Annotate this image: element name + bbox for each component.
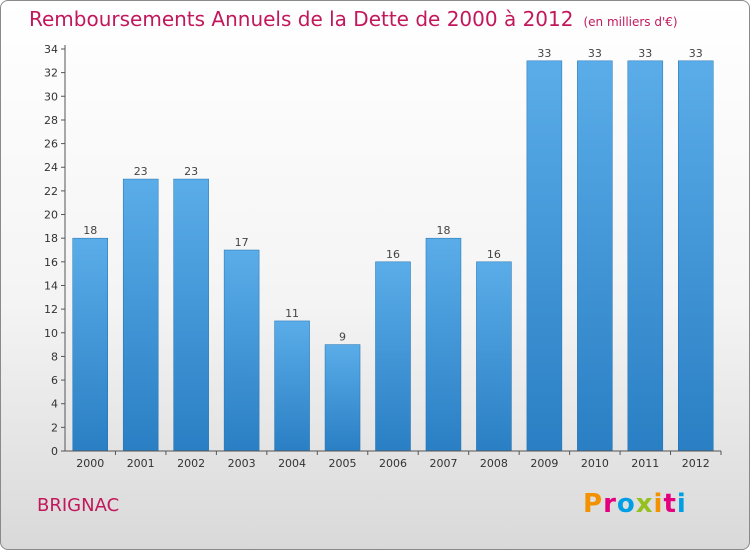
y-tick-label: 28 [44, 114, 58, 127]
x-tick-label: 2006 [379, 457, 407, 470]
x-tick-label: 2007 [429, 457, 457, 470]
x-tick-label: 2011 [631, 457, 659, 470]
y-tick-label: 34 [44, 43, 58, 56]
logo-letter: o [616, 489, 636, 519]
value-label-2007: 18 [436, 224, 450, 237]
value-label-2004: 11 [285, 307, 299, 320]
y-tick-label: 12 [44, 303, 58, 316]
y-tick-label: 8 [51, 350, 58, 363]
value-label-2009: 33 [537, 47, 551, 60]
title-text: Remboursements Annuels de la Dette de 20… [29, 7, 574, 31]
y-tick-label: 20 [44, 209, 58, 222]
y-tick-label: 24 [44, 161, 58, 174]
city-name: BRIGNAC [37, 495, 120, 516]
y-tick-label: 4 [51, 398, 58, 411]
y-tick-label: 22 [44, 185, 58, 198]
bar-2005 [324, 344, 361, 452]
bar-2011 [627, 60, 664, 452]
value-label-2012: 33 [689, 47, 703, 60]
x-tick-label: 2001 [127, 457, 155, 470]
axes-group: 2000 2001 2002 2003 2004 2005 2006 2007 2008 2009… [44, 43, 722, 470]
x-tick-label: 2003 [228, 457, 256, 470]
value-label-2002: 23 [184, 165, 198, 178]
bar-2006 [375, 261, 411, 452]
value-label-2005: 9 [339, 331, 346, 344]
y-tick-label: 16 [44, 256, 58, 269]
bar-2001 [122, 178, 159, 452]
value-label-2008: 16 [487, 248, 501, 261]
logo-letter: i [676, 489, 687, 519]
y-tick-label: 32 [44, 67, 58, 80]
bar-2008 [476, 261, 512, 452]
y-tick-label: 18 [44, 232, 58, 245]
y-tick-label: 2 [51, 421, 58, 434]
unit-label: (en milliers d'€) [583, 15, 678, 29]
y-tick-label: 6 [51, 374, 58, 387]
bar-2007 [425, 237, 462, 452]
value-label-2011: 33 [638, 47, 652, 60]
bar-2010 [577, 60, 613, 452]
chart-title: Remboursements Annuels de la Dette de 20… [29, 7, 678, 31]
logo-letter: x [635, 489, 654, 519]
proxiti-logo[interactable]: Proxiti [583, 489, 687, 519]
x-tick-label: 2008 [480, 457, 508, 470]
y-tick-label: 30 [44, 90, 58, 103]
logo-letter: i [653, 489, 664, 519]
x-tick-label: 2002 [177, 457, 205, 470]
y-tick-label: 0 [51, 445, 58, 458]
bar-2002 [173, 178, 209, 452]
x-tick-label: 2005 [329, 457, 357, 470]
value-label-2001: 23 [134, 165, 148, 178]
bar-2003 [223, 249, 260, 452]
value-label-2000: 18 [83, 224, 97, 237]
y-tick-label: 14 [44, 279, 58, 292]
x-tick-label: 2010 [581, 457, 609, 470]
bar-2012 [678, 60, 714, 452]
bar-2000 [72, 237, 108, 452]
value-label-2010: 33 [588, 47, 602, 60]
y-tick-label: 10 [44, 327, 58, 340]
logo-letter: P [583, 489, 604, 519]
logo-letter: r [603, 489, 617, 519]
x-tick-label: 2004 [278, 457, 306, 470]
bar-2009 [526, 60, 563, 452]
x-tick-label: 2000 [76, 457, 104, 470]
y-tick-label: 26 [44, 138, 58, 151]
x-tick-label: 2012 [682, 457, 710, 470]
logo-letter: t [663, 489, 677, 519]
value-label-2006: 16 [386, 248, 400, 261]
bar-2004 [274, 320, 310, 452]
value-label-2003: 17 [235, 236, 249, 249]
bars-group: 18 23 23 17 11 9 16 18 16 33 33 33 33 [72, 47, 714, 452]
x-tick-label: 2009 [530, 457, 558, 470]
